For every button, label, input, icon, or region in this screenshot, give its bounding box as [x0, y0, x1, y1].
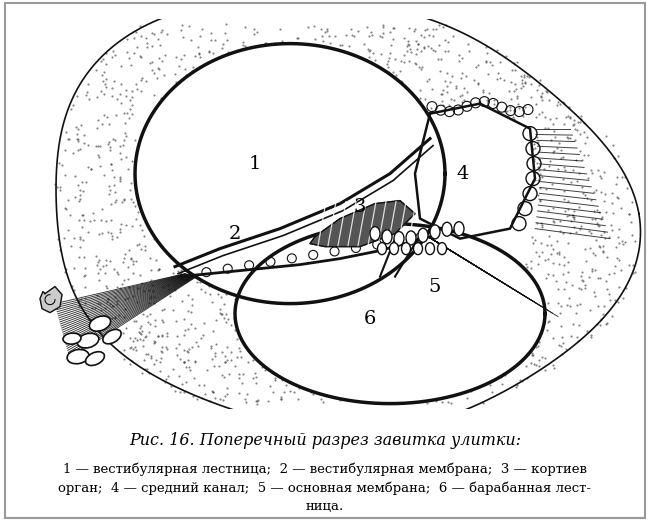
Ellipse shape [406, 231, 416, 245]
Text: 4: 4 [457, 165, 469, 182]
Ellipse shape [90, 316, 110, 331]
Polygon shape [415, 104, 535, 239]
Text: 3: 3 [354, 197, 366, 216]
Polygon shape [40, 287, 62, 313]
Text: 2: 2 [229, 225, 241, 243]
Ellipse shape [378, 243, 387, 255]
Ellipse shape [382, 230, 392, 244]
Ellipse shape [67, 350, 89, 364]
Ellipse shape [454, 222, 464, 235]
Polygon shape [56, 0, 640, 432]
Ellipse shape [426, 243, 434, 255]
Text: 1 — вестибулярная лестница;  2 — вестибулярная мембрана;  3 — кортиев: 1 — вестибулярная лестница; 2 — вестибул… [63, 462, 587, 476]
Ellipse shape [77, 333, 99, 348]
Ellipse shape [437, 243, 447, 255]
Ellipse shape [389, 243, 398, 255]
Ellipse shape [394, 231, 404, 245]
Ellipse shape [430, 225, 440, 239]
Text: 6: 6 [364, 309, 376, 328]
Ellipse shape [442, 222, 452, 236]
Ellipse shape [402, 243, 411, 255]
Ellipse shape [103, 329, 121, 344]
Text: 5: 5 [429, 278, 441, 295]
Text: орган;  4 — средний канал;  5 — основная мембрана;  6 — барабанная лест-: орган; 4 — средний канал; 5 — основная м… [58, 482, 592, 495]
Ellipse shape [370, 227, 380, 241]
Ellipse shape [86, 352, 105, 366]
Polygon shape [235, 224, 545, 404]
Ellipse shape [63, 333, 81, 344]
Polygon shape [310, 201, 415, 246]
Text: 1: 1 [249, 155, 261, 172]
Ellipse shape [418, 228, 428, 242]
Text: Рис. 16. Поперечный разрез завитка улитки:: Рис. 16. Поперечный разрез завитка улитк… [129, 432, 521, 449]
Ellipse shape [413, 243, 423, 255]
Text: ница.: ница. [306, 500, 344, 513]
Polygon shape [135, 44, 445, 304]
